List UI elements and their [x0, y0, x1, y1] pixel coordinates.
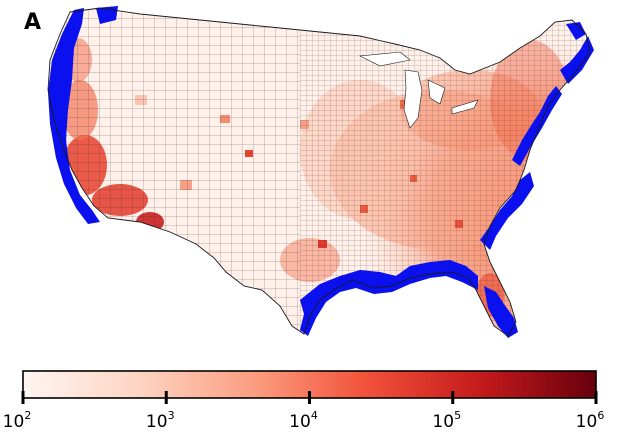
colorbar-tick-label: 102 [3, 409, 32, 432]
colorbar-svg: 102 103 104 105 106 [3, 370, 605, 432]
colorbar-tick-label: 103 [146, 409, 175, 432]
colorbar: 102 103 104 105 106 [0, 360, 620, 439]
us-county-choropleth-map [47, 6, 594, 338]
great-lakes [358, 51, 479, 129]
colorbar-tick-label: 104 [289, 409, 318, 432]
colorbar-tick-label: 106 [576, 409, 605, 432]
colorbar-ticks: 102 103 104 105 106 [3, 391, 605, 432]
colorbar-tick-label: 105 [432, 409, 461, 432]
coastal-counties [48, 6, 594, 338]
panel-label: A [24, 10, 42, 35]
